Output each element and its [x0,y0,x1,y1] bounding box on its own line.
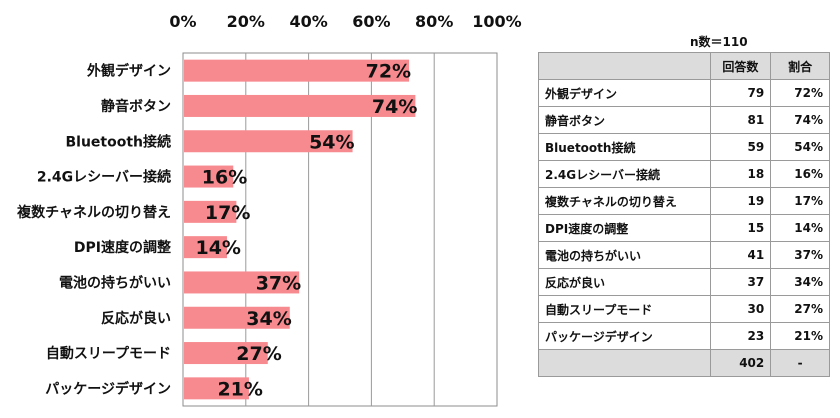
row-name: 電池の持ちがいい [538,241,711,269]
bar [184,200,237,223]
data-label: 17% [205,202,250,224]
table-total-row: 402 - [538,349,830,377]
bar [184,271,300,294]
row-ratio: 34% [770,268,830,296]
category-label: 外観デザイン [87,63,171,80]
row-count: 41 [709,241,772,269]
row-name: 2.4Gレシーバー接続 [538,160,711,188]
row-count: 18 [709,160,772,188]
data-label: 37% [256,272,301,294]
row-name: 反応が良い [538,268,711,296]
category-label: 反応が良い [101,310,171,327]
table-row: 複数チャネルの切り替え 19 17% [538,187,830,215]
bar [184,306,290,329]
table-row: 自動スリープモード 30 27% [538,295,830,323]
total-count: 402 [709,349,772,377]
header-ratio: 割合 [770,52,830,80]
table-row: Bluetooth接続 59 54% [538,133,830,161]
bar [184,94,416,117]
bar-chart: 0% 20% 40% 60% 80% 100% 外観デザイン 72% 静音ボタン 74% Bluet… [16,12,522,407]
total-name [538,349,711,377]
x-tick-label: 20% [227,12,265,31]
row-ratio: 54% [770,133,830,161]
x-tick-label: 60% [352,12,390,31]
data-label: 72% [366,61,411,83]
x-tick-label: 0% [169,12,196,31]
row-ratio: 17% [770,187,830,215]
bar-chart-svg: 0% 20% 40% 60% 80% 100% 外観デザイン 72% 静音ボタン 74% Bluet… [16,12,522,407]
category-label: 静音ボタン [101,98,171,115]
table-header-row: 回答数 割合 [538,52,830,80]
sample-size-label: n数＝110 [690,35,748,49]
row-count: 30 [709,295,772,323]
row-name: Bluetooth接続 [538,133,711,161]
table-row: 静音ボタン 81 74% [538,106,830,134]
table-row: 外観デザイン 79 72% [538,79,830,107]
category-label: DPI速度の調整 [74,239,172,256]
row-name: パッケージデザイン [538,322,711,350]
row-count: 15 [709,214,772,242]
row-ratio: 37% [770,241,830,269]
row-ratio: 14% [770,214,830,242]
row-ratio: 72% [770,79,830,107]
row-name: 複数チャネルの切り替え [538,187,711,215]
table-row: 反応が良い 37 34% [538,268,830,296]
data-label: 74% [372,96,417,118]
bar [184,377,249,400]
bar [184,236,227,259]
row-count: 23 [709,322,772,350]
bar [184,342,268,365]
bar [184,59,410,82]
row-ratio: 74% [770,106,830,134]
row-ratio: 16% [770,160,830,188]
x-tick-label: 100% [472,12,521,31]
header-count: 回答数 [709,52,772,80]
row-count: 19 [709,187,772,215]
table-row: 電池の持ちがいい 41 37% [538,241,830,269]
data-label: 21% [217,378,262,400]
category-label: 複数チャネルの切り替え [16,204,171,221]
category-label: 自動スリープモード [46,345,171,362]
category-label: 電池の持ちがいい [59,274,171,291]
bar [184,130,353,153]
category-label: 2.4Gレシーバー接続 [37,169,171,186]
row-name: DPI速度の調整 [538,214,711,242]
row-count: 37 [709,268,772,296]
table-row: DPI速度の調整 15 14% [538,214,830,242]
x-tick-label: 40% [289,12,327,31]
row-count: 79 [709,79,772,107]
category-label: パッケージデザイン [45,380,171,397]
data-label: 16% [202,167,247,189]
row-ratio: 27% [770,295,830,323]
bar [184,165,234,188]
stats-table: 回答数 割合 外観デザイン 79 72% 静音ボタン 81 74% Bluetooth接続 5… [538,52,830,377]
x-tick-label: 80% [415,12,453,31]
table-row: パッケージデザイン 23 21% [538,322,830,350]
data-label: 54% [309,131,354,153]
row-name: 静音ボタン [538,106,711,134]
row-name: 外観デザイン [538,79,711,107]
data-label: 14% [195,237,240,259]
row-count: 81 [709,106,772,134]
table-row: 2.4Gレシーバー接続 18 16% [538,160,830,188]
total-ratio: - [770,349,830,377]
data-label: 27% [236,343,281,365]
row-count: 59 [709,133,772,161]
header-item [538,52,711,80]
data-label: 34% [246,308,291,330]
row-ratio: 21% [770,322,830,350]
category-label: Bluetooth接続 [65,133,171,150]
row-name: 自動スリープモード [538,295,711,323]
